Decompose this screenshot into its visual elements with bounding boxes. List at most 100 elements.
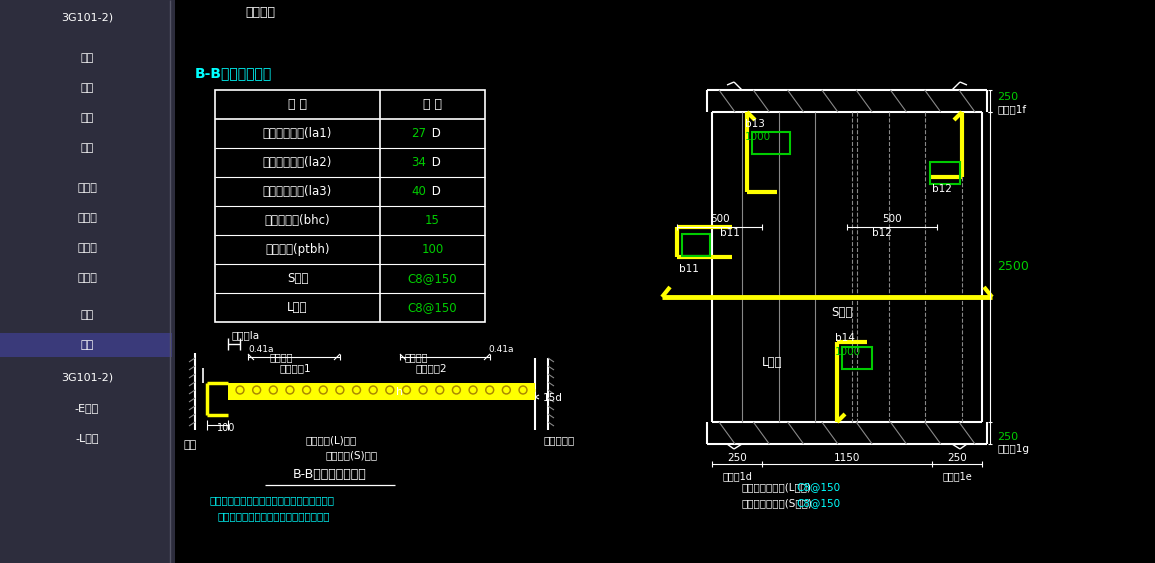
- Text: 40: 40: [411, 185, 426, 198]
- Circle shape: [321, 387, 326, 392]
- Circle shape: [486, 386, 493, 394]
- Circle shape: [288, 387, 292, 392]
- Circle shape: [352, 386, 360, 394]
- Text: 长跨方向(L)配筋: 长跨方向(L)配筋: [305, 435, 356, 445]
- Bar: [842, 347, 872, 369]
- Text: 板内长度: 板内长度: [270, 352, 293, 362]
- Circle shape: [336, 386, 344, 394]
- Bar: [0, 333, 172, 357]
- Circle shape: [470, 387, 476, 392]
- Bar: [681, 234, 710, 256]
- Circle shape: [453, 386, 461, 394]
- Text: 台板: 台板: [81, 340, 94, 350]
- Text: b14: b14: [835, 333, 855, 343]
- Text: 3G101-2): 3G101-2): [61, 373, 113, 383]
- Text: 3G101-2): 3G101-2): [61, 13, 113, 23]
- Circle shape: [435, 386, 444, 394]
- Circle shape: [504, 387, 509, 392]
- Text: 支座宽1f: 支座宽1f: [997, 104, 1026, 114]
- Text: 一级钓筋锶固(la1): 一级钓筋锶固(la1): [263, 127, 333, 140]
- Text: 楼梯: 楼梯: [81, 113, 94, 123]
- Text: C8@150: C8@150: [408, 301, 457, 314]
- Text: 梁或剪力墙: 梁或剪力墙: [543, 435, 574, 445]
- Text: -L楼梯: -L楼梯: [75, 433, 98, 443]
- Text: 楼梯: 楼梯: [81, 53, 94, 63]
- Text: 短跨方向(S)配筋: 短跨方向(S)配筋: [325, 450, 378, 460]
- Text: 平台板分布钓筋(L方向): 平台板分布钓筋(L方向): [742, 482, 812, 492]
- Text: 500: 500: [710, 214, 730, 224]
- Text: 注：板长跨方向与混凝土梁或剪力墙浇注到一: 注：板长跨方向与混凝土梁或剪力墙浇注到一: [210, 495, 335, 505]
- Text: 板内长度: 板内长度: [405, 352, 429, 362]
- Text: 型楼梯: 型楼梯: [77, 183, 97, 193]
- Text: 250: 250: [997, 92, 1018, 102]
- Text: B-B楼层平台板：: B-B楼层平台板：: [195, 66, 273, 80]
- Text: 起时，其支座配筋构造与右边支座相同。: 起时，其支座配筋构造与右边支座相同。: [218, 511, 330, 521]
- Text: 250: 250: [947, 453, 967, 463]
- Text: 平台板厚(ptbh): 平台板厚(ptbh): [266, 243, 329, 256]
- Text: b11: b11: [720, 228, 740, 238]
- Circle shape: [304, 387, 310, 392]
- Text: C8@150: C8@150: [408, 272, 457, 285]
- Text: 构造配筋1: 构造配筋1: [280, 363, 312, 373]
- Text: -E楼梯: -E楼梯: [75, 403, 99, 413]
- Text: S配筋: S配筋: [832, 306, 852, 319]
- Text: 数 値: 数 値: [423, 98, 442, 111]
- Circle shape: [337, 387, 342, 392]
- Text: D: D: [429, 185, 441, 198]
- Text: 型楼梯: 型楼梯: [77, 243, 97, 253]
- Text: 15: 15: [425, 214, 440, 227]
- Text: L配筋: L配筋: [762, 355, 782, 369]
- Text: 平台板分布钓筋(S方向): 平台板分布钓筋(S方向): [742, 498, 813, 508]
- Circle shape: [420, 387, 426, 392]
- Text: 0.41a: 0.41a: [248, 345, 274, 354]
- Circle shape: [253, 386, 261, 394]
- Circle shape: [371, 387, 375, 392]
- Text: h: h: [396, 387, 403, 397]
- Bar: [0, 0, 176, 563]
- Text: 保护层厚度(bhc): 保护层厚度(bhc): [264, 214, 330, 227]
- Text: 100: 100: [422, 243, 444, 256]
- Text: L配筋: L配筋: [288, 301, 307, 314]
- Text: 1150: 1150: [834, 453, 860, 463]
- Circle shape: [404, 387, 409, 392]
- Circle shape: [402, 386, 410, 394]
- Circle shape: [387, 387, 393, 392]
- Text: 型楼梯: 型楼梯: [77, 273, 97, 283]
- Circle shape: [286, 386, 293, 394]
- Circle shape: [236, 386, 244, 394]
- Text: D: D: [429, 127, 441, 140]
- Circle shape: [303, 386, 311, 394]
- Text: 2500: 2500: [997, 261, 1029, 274]
- Text: C8@150: C8@150: [796, 498, 840, 508]
- Circle shape: [386, 386, 394, 394]
- Text: 250: 250: [997, 432, 1018, 442]
- Text: 构造配筋2: 构造配筋2: [415, 363, 447, 373]
- Text: 三级钓筋锶固(la3): 三级钓筋锶固(la3): [263, 185, 333, 198]
- Circle shape: [270, 387, 276, 392]
- Bar: [215, 90, 485, 322]
- Text: 500: 500: [882, 214, 902, 224]
- Circle shape: [521, 387, 526, 392]
- Text: 250: 250: [728, 453, 747, 463]
- Text: 支座宽1e: 支座宽1e: [942, 471, 971, 481]
- Text: 台板: 台板: [81, 310, 94, 320]
- Circle shape: [370, 386, 378, 394]
- Text: 梯梁: 梯梁: [184, 440, 196, 450]
- Circle shape: [319, 386, 327, 394]
- Text: 27: 27: [411, 127, 426, 140]
- Text: b13: b13: [745, 119, 765, 129]
- Text: D: D: [429, 156, 441, 169]
- Circle shape: [487, 387, 492, 392]
- Circle shape: [254, 387, 259, 392]
- Text: 0.41a: 0.41a: [489, 345, 514, 354]
- Text: 15d: 15d: [543, 393, 562, 403]
- Text: 100: 100: [217, 423, 236, 433]
- Circle shape: [454, 387, 459, 392]
- Bar: [752, 132, 790, 154]
- Text: B-B平台板钓筋构造: B-B平台板钓筋构造: [293, 468, 367, 481]
- Text: 或直锶la: 或直锶la: [232, 330, 260, 340]
- Text: 型楼梯: 型楼梯: [77, 213, 97, 223]
- Bar: [228, 383, 535, 400]
- Text: S配筋: S配筋: [286, 272, 308, 285]
- Text: 支座宽1g: 支座宽1g: [997, 444, 1029, 454]
